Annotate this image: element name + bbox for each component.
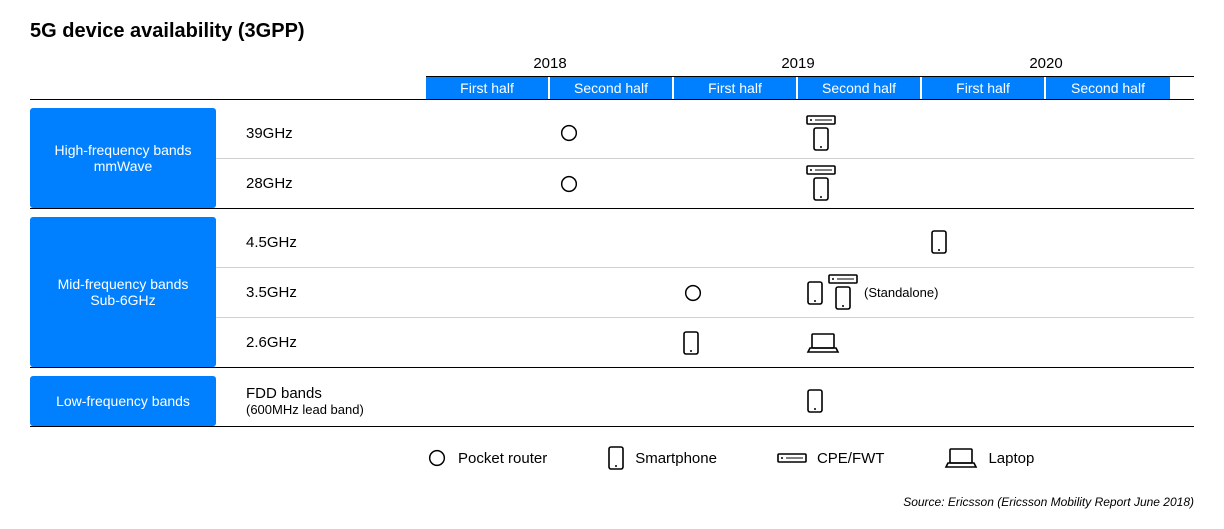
band-row: 28GHz — [216, 158, 1194, 208]
source-text: Source: Ericsson (Ericsson Mobility Repo… — [30, 495, 1194, 509]
band-row: 4.5GHz — [216, 217, 1194, 267]
timeline-cell — [550, 115, 674, 152]
timeline-cell — [550, 388, 674, 414]
timeline-cell — [550, 229, 674, 255]
cpe-smartphone-stack-icon — [828, 274, 858, 311]
band-label: FDD bands(600MHz lead band) — [216, 385, 426, 417]
year-header: 2018 — [426, 55, 674, 76]
band-label: 28GHz — [216, 175, 426, 192]
data-groups: High-frequency bandsmmWave39GHz 28GHz Mid-… — [30, 99, 1194, 427]
legend-item: Laptop — [944, 446, 1034, 470]
timeline-cell — [550, 274, 674, 311]
timeline-cell — [798, 229, 922, 255]
category-group: High-frequency bandsmmWave39GHz 28GHz — [30, 108, 1194, 209]
smartphone-icon — [806, 388, 824, 414]
timeline-cell — [674, 388, 798, 414]
cpe-smartphone-stack-icon — [806, 165, 836, 202]
timeline-cell — [1046, 229, 1170, 255]
timeline-cell — [1046, 388, 1170, 414]
smartphone-icon — [930, 229, 948, 255]
category-group: Mid-frequency bandsSub-6GHz4.5GHz 3.5GHz (… — [30, 217, 1194, 368]
timeline-cell — [922, 229, 1046, 255]
band-label: 3.5GHz — [216, 284, 426, 301]
year-header-row: 201820192020 — [426, 55, 1194, 76]
year-header: 2019 — [674, 55, 922, 76]
band-row: FDD bands(600MHz lead band) — [216, 376, 1194, 426]
timeline-cell — [426, 388, 550, 414]
timeline-cell — [1046, 115, 1170, 152]
pocket-router-icon — [558, 173, 580, 195]
chart-title: 5G device availability (3GPP) — [30, 20, 1194, 43]
half-header: Second half — [1046, 77, 1170, 99]
band-label: 39GHz — [216, 125, 426, 142]
timeline-cell — [798, 115, 922, 152]
laptop-icon — [806, 331, 840, 355]
chart: 201820192020 First halfSecond halfFirst … — [30, 55, 1194, 509]
timeline-cell — [798, 165, 922, 202]
timeline-cell — [922, 115, 1046, 152]
category-label: Low-frequency bands — [30, 376, 216, 426]
timeline-cell: (Standalone) — [798, 274, 922, 311]
timeline-cell — [674, 165, 798, 202]
band-label: 4.5GHz — [216, 234, 426, 251]
legend-item: Pocket router — [426, 447, 547, 469]
band-row: 3.5GHz (Standalone) — [216, 267, 1194, 317]
timeline-cell — [674, 330, 798, 356]
category-label: Mid-frequency bandsSub-6GHz — [30, 217, 216, 367]
legend-label: Smartphone — [635, 450, 717, 467]
timeline-cell — [550, 165, 674, 202]
timeline-cell — [674, 274, 798, 311]
cpe-smartphone-stack-icon — [806, 115, 836, 152]
timeline-cell — [426, 115, 550, 152]
timeline-cell — [674, 115, 798, 152]
timeline-cell — [1046, 274, 1170, 311]
timeline-cell — [798, 330, 922, 356]
category-label: High-frequency bandsmmWave — [30, 108, 216, 208]
timeline-cell — [922, 388, 1046, 414]
timeline-cell — [1046, 165, 1170, 202]
legend-label: Pocket router — [458, 450, 547, 467]
timeline-cell — [426, 165, 550, 202]
smartphone-icon — [607, 445, 625, 471]
timeline-cell — [550, 330, 674, 356]
timeline-cell — [426, 330, 550, 356]
legend-label: CPE/FWT — [817, 450, 885, 467]
band-row: 2.6GHz — [216, 317, 1194, 367]
cpe-fwt-icon — [777, 453, 807, 463]
timeline-cell — [1046, 330, 1170, 356]
category-group: Low-frequency bandsFDD bands(600MHz lead… — [30, 376, 1194, 427]
laptop-icon — [944, 446, 978, 470]
half-header: First half — [426, 77, 550, 99]
year-header: 2020 — [922, 55, 1170, 76]
pocket-router-icon — [426, 447, 448, 469]
half-header: Second half — [798, 77, 922, 99]
half-header: First half — [922, 77, 1046, 99]
pocket-router-icon — [558, 122, 580, 144]
timeline-cell — [922, 165, 1046, 202]
timeline-cell — [798, 388, 922, 414]
timeline-cell — [922, 274, 1046, 311]
timeline-cell — [426, 229, 550, 255]
legend-label: Laptop — [988, 450, 1034, 467]
half-header: Second half — [550, 77, 674, 99]
legend-item: Smartphone — [607, 445, 717, 471]
half-header-row: First halfSecond halfFirst halfSecond ha… — [426, 76, 1194, 99]
smartphone-icon — [682, 330, 700, 356]
smartphone-icon — [806, 280, 824, 306]
legend: Pocket router Smartphone CPE/FWT Laptop — [426, 445, 1194, 471]
band-row: 39GHz — [216, 108, 1194, 158]
timeline-cell — [674, 229, 798, 255]
band-label: 2.6GHz — [216, 334, 426, 351]
pocket-router-icon — [682, 282, 704, 304]
timeline-cell — [922, 330, 1046, 356]
half-header: First half — [674, 77, 798, 99]
legend-item: CPE/FWT — [777, 450, 885, 467]
timeline-cell — [426, 274, 550, 311]
